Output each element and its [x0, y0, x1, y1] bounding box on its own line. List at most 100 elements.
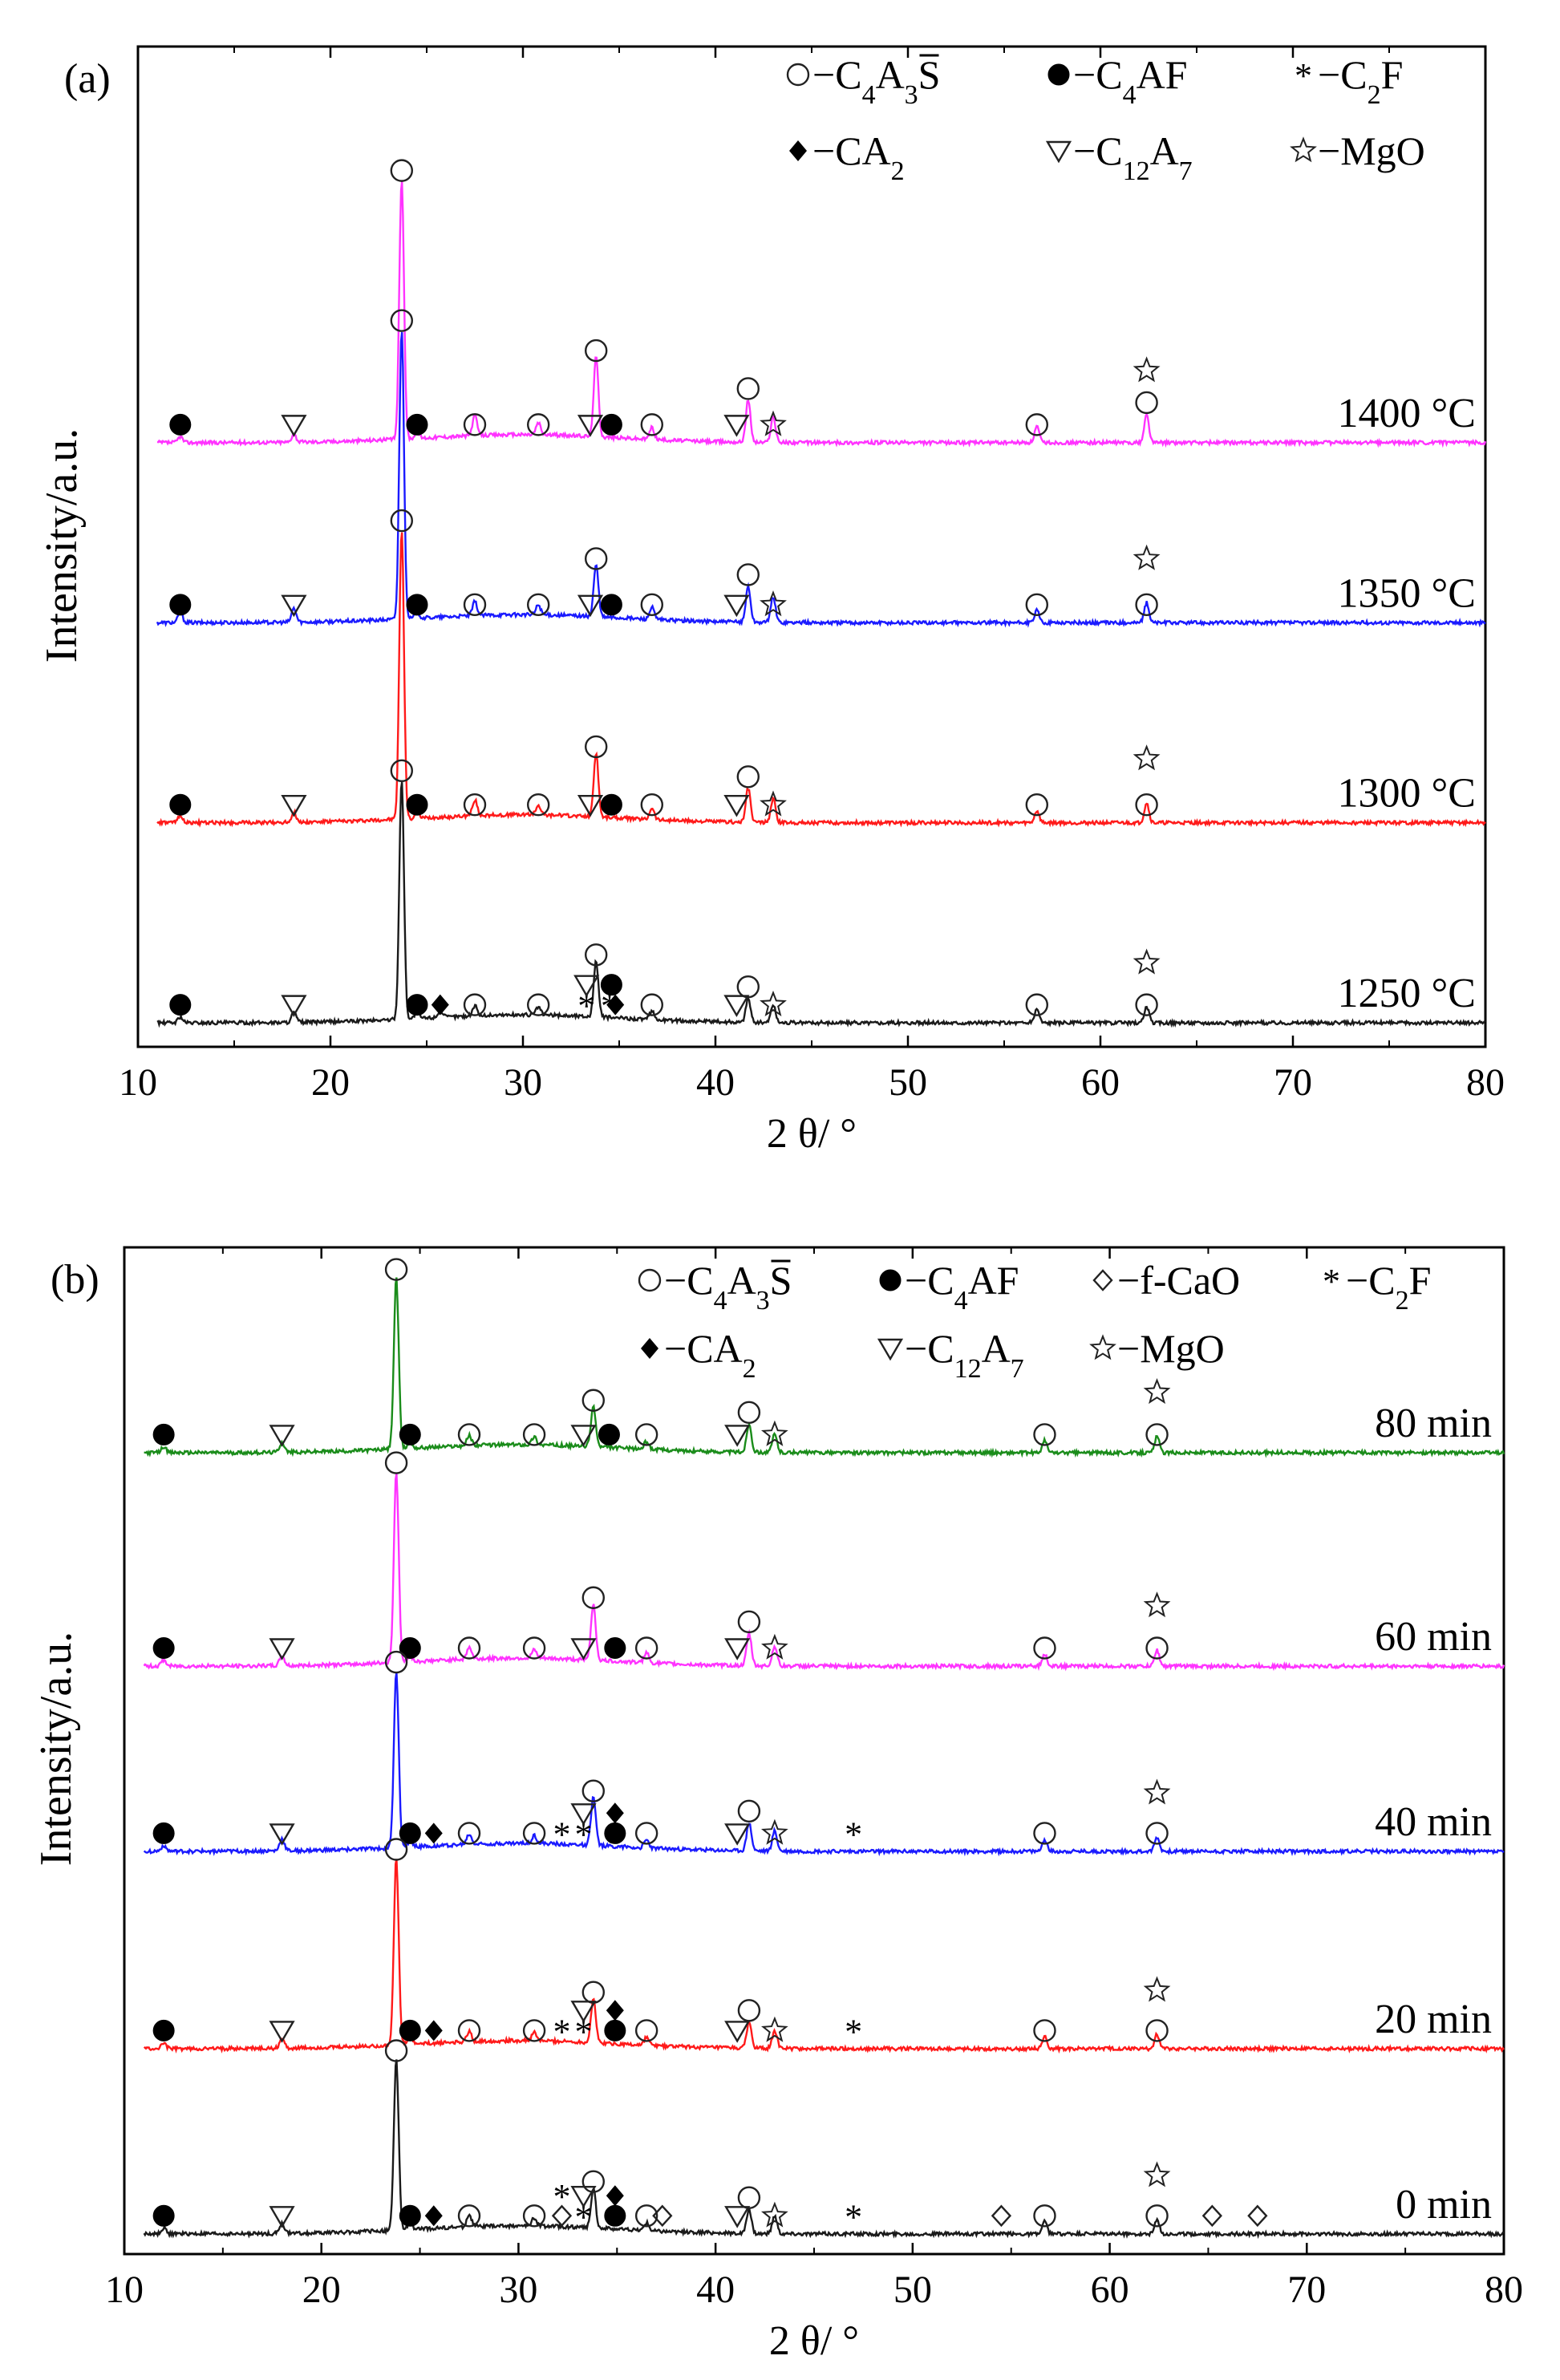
x-tick-label: 10 — [119, 1061, 157, 1104]
legend-marker — [1045, 140, 1072, 164]
plot-frame — [136, 45, 1487, 1048]
peak-marker — [1133, 356, 1161, 383]
legend-label: −C4AF — [905, 1258, 1019, 1316]
peak-marker — [737, 2186, 761, 2209]
peak-marker — [573, 975, 600, 998]
legend-marker — [1089, 1334, 1116, 1360]
legend-marker — [1047, 63, 1070, 86]
series-label: 60 min — [1375, 1614, 1492, 1660]
peak-marker — [581, 1981, 605, 2004]
peak-marker — [640, 793, 663, 817]
peak-marker — [1145, 2019, 1169, 2042]
peak-marker — [724, 1823, 751, 1846]
series-1300C: 1300 °C — [156, 509, 1486, 828]
peak-marker — [1133, 744, 1161, 771]
legend-label: −C4A3S — [664, 1258, 792, 1316]
peak-marker — [424, 2020, 443, 2041]
peak-marker — [760, 790, 787, 817]
series-0min: ** * 0 min — [143, 2039, 1505, 2240]
peak-marker — [384, 1258, 408, 1281]
peak-marker — [1143, 2161, 1171, 2187]
legend-label: −C2F — [1346, 1258, 1431, 1316]
peak-marker — [399, 1423, 421, 1445]
peak-marker — [634, 1636, 658, 1660]
peak-marker — [281, 795, 307, 817]
legend-marker — [1092, 1269, 1113, 1291]
peak-marker — [1135, 593, 1158, 617]
peak-marker — [760, 1420, 788, 1446]
peak-marker — [152, 1636, 175, 1659]
peak-marker — [384, 1838, 408, 1861]
peak-marker — [457, 2019, 481, 2042]
peak-marker: * — [845, 1814, 862, 1854]
peak-marker — [604, 2204, 626, 2227]
peak-marker — [600, 594, 622, 616]
legend-marker — [1290, 136, 1317, 163]
peak-marker — [281, 594, 307, 618]
peak-marker — [724, 2206, 751, 2228]
peak-marker — [991, 2204, 1012, 2228]
peak-marker — [604, 2019, 626, 2041]
peak-marker — [152, 2204, 175, 2227]
peak-marker — [457, 1636, 481, 1660]
peak-marker: * — [845, 2197, 862, 2236]
legend-marker — [877, 1338, 904, 1361]
peak-marker — [570, 1425, 597, 1447]
legend-label: −MgO — [1117, 1326, 1225, 1371]
panel-b: (b) 10 20 30 40 50 60 70 80 2 θ/ ° Intensity/a.u. −… — [31, 1246, 1523, 2364]
peak-marker — [606, 2185, 624, 2207]
legend-marker — [638, 1268, 662, 1292]
peak-marker — [399, 2204, 421, 2227]
series-label: 80 min — [1375, 1401, 1492, 1446]
peak-marker — [737, 1610, 761, 1634]
peak-marker — [577, 795, 604, 817]
series-line — [143, 1672, 1505, 1857]
peak-marker — [1133, 948, 1161, 975]
peak-marker — [760, 990, 787, 1017]
peak-marker — [384, 1650, 408, 1674]
peak-marker — [522, 1423, 546, 1446]
peak-marker — [1033, 2019, 1056, 2042]
peak-marker — [634, 1822, 658, 1845]
peak-marker — [281, 995, 307, 1018]
peak-marker — [604, 1822, 626, 1844]
peak-marker — [737, 1401, 761, 1425]
legend-marker — [789, 140, 807, 161]
peak-marker: * — [553, 2177, 570, 2216]
series-line — [156, 331, 1486, 628]
peak-marker — [406, 793, 428, 816]
legend-label: −C12A7 — [1073, 128, 1193, 186]
peak-marker — [577, 415, 604, 437]
series-label: 40 min — [1375, 1799, 1492, 1845]
x-tick-label: 40 — [696, 2269, 735, 2311]
peak-marker — [760, 590, 787, 617]
peak-marker: * — [553, 1814, 570, 1854]
peak-marker — [600, 793, 622, 816]
series-20min: * * * 20 min — [143, 1838, 1505, 2054]
peak-marker — [527, 993, 550, 1016]
peak-marker — [390, 509, 413, 533]
peak-marker — [600, 974, 622, 996]
peak-marker — [390, 309, 413, 332]
peak-marker — [1135, 793, 1158, 817]
legend-label: −CA2 — [812, 128, 905, 186]
peak-marker — [522, 2019, 546, 2042]
peak-marker — [399, 1822, 421, 1844]
peak-marker — [390, 159, 413, 182]
series-line — [143, 2059, 1505, 2240]
peak-marker — [760, 1818, 788, 1845]
peak-marker — [406, 413, 428, 436]
peak-marker — [522, 1636, 546, 1660]
legend-label: −C12A7 — [905, 1326, 1024, 1384]
peak-marker — [640, 993, 663, 1016]
peak-marker — [399, 2019, 421, 2041]
peak-marker: * — [575, 2012, 593, 2051]
peak-marker — [761, 1633, 788, 1660]
series-line — [156, 782, 1486, 1028]
series-label: 1400 °C — [1338, 391, 1476, 436]
peak-marker — [1143, 1591, 1171, 1618]
peak-marker — [737, 1999, 761, 2022]
series-line — [143, 1859, 1505, 2054]
peak-marker — [269, 2206, 295, 2228]
peak-marker — [736, 975, 760, 999]
